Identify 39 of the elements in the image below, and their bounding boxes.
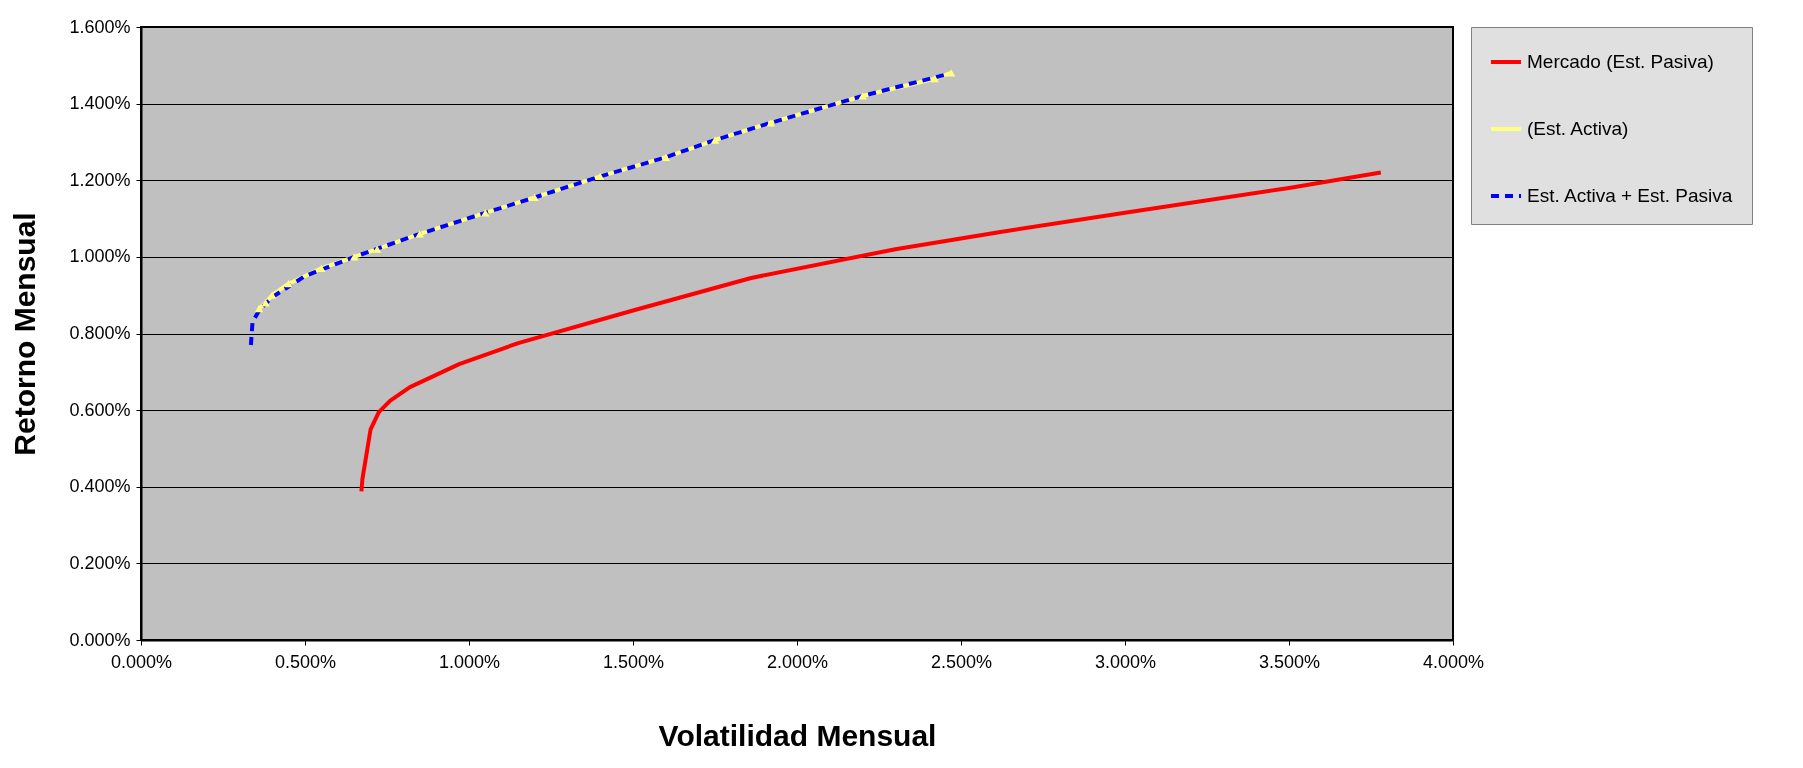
x-tick-label: 4.000% — [1422, 651, 1485, 672]
point — [858, 92, 867, 100]
line-series — [359, 170, 1383, 494]
point — [481, 209, 490, 217]
point — [596, 172, 605, 181]
y-tick-label: 1.400% — [69, 93, 131, 114]
point — [946, 69, 956, 77]
point — [661, 153, 670, 161]
x-tick-label: 3.500% — [1258, 651, 1321, 672]
point — [284, 280, 293, 288]
x-tick-label: 2.000% — [766, 651, 829, 672]
point — [415, 230, 424, 238]
y-tick-label: 0.800% — [69, 323, 131, 343]
point — [254, 304, 264, 313]
y-tick-label: 1.200% — [69, 169, 131, 190]
x-tick-label: 2.500% — [930, 651, 993, 672]
y-tick-label: 0.400% — [69, 476, 131, 497]
point — [930, 75, 939, 83]
point — [530, 193, 539, 202]
point — [766, 119, 775, 127]
line-series — [248, 72, 947, 347]
x-tick-label: 3.000% — [1094, 651, 1157, 672]
x-tick-label: 0.500% — [274, 651, 337, 672]
legend-label: Mercado (Est. Pasiva) — [1527, 51, 1714, 72]
point — [710, 136, 720, 144]
legend-label: (Est. Activa) — [1527, 118, 1629, 139]
point — [261, 299, 270, 307]
x-tick-label: 1.000% — [438, 651, 501, 672]
x-axis-title: Volatilidad Mensual — [658, 718, 937, 752]
y-tick-label: 1.600% — [69, 16, 131, 37]
y-axis-title: Retorno Mensual — [8, 212, 42, 456]
y-tick-label: 1.000% — [69, 246, 131, 267]
x-tick-label: 1.500% — [602, 651, 665, 672]
legend-label: Est. Activa + Est. Pasiva — [1527, 185, 1733, 206]
y-tick-label: 0.000% — [69, 629, 131, 650]
y-tick-label: 0.600% — [69, 399, 131, 420]
point — [372, 245, 382, 253]
x-tick-label: 0.000% — [110, 651, 173, 672]
y-tick-label: 0.200% — [69, 552, 131, 573]
